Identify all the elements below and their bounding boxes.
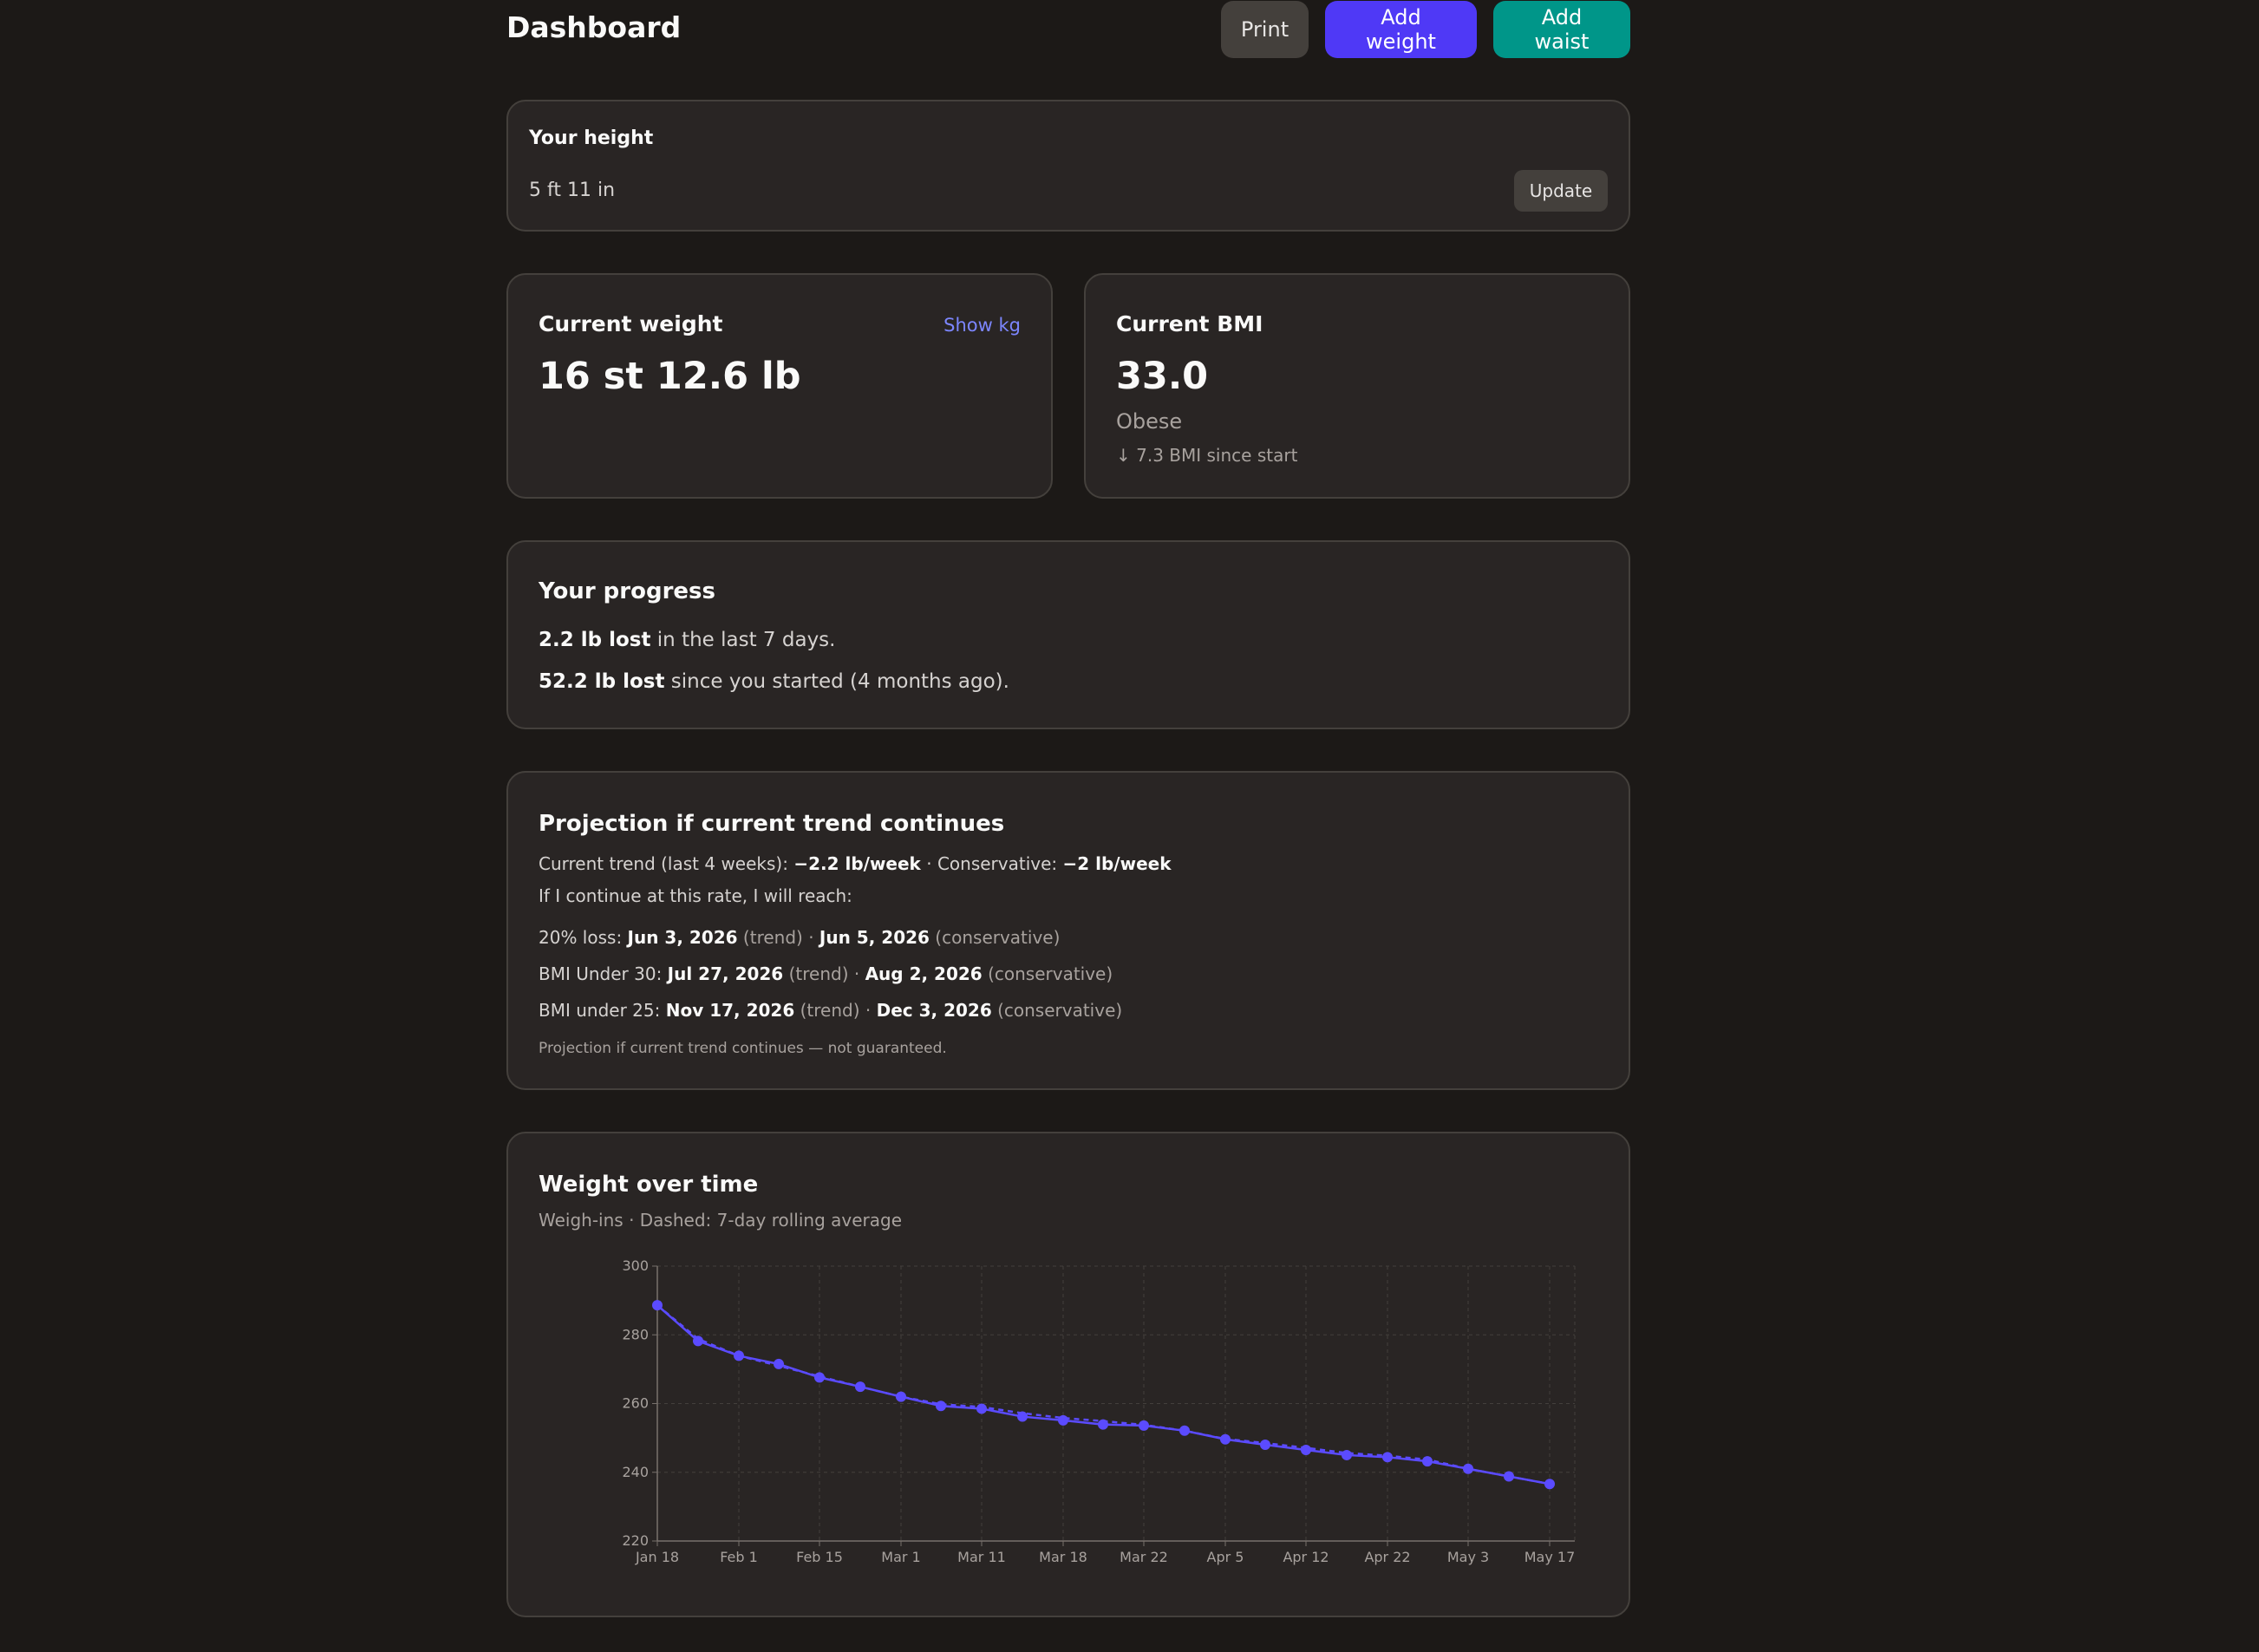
header: Dashboard Print Add weight Add waist — [506, 0, 1630, 59]
bmi-category: Obese — [1116, 409, 1183, 434]
projection-card: Projection if current trend continues Cu… — [506, 771, 1630, 1090]
y-tick-label: 240 — [622, 1464, 649, 1480]
weigh-in-point — [976, 1403, 987, 1414]
projection-title: Projection if current trend continues — [539, 811, 1005, 837]
weigh-in-point — [936, 1401, 946, 1412]
height-card: Your height 5 ft 11 in Update — [506, 100, 1630, 232]
conservative-value: −2 lb/week — [1062, 853, 1172, 874]
weigh-in-point — [896, 1391, 906, 1402]
milestone-conservative-date: Jun 5, 2026 — [819, 927, 930, 948]
progress-card: Your progress 2.2 lb lost in the last 7 … — [506, 540, 1630, 729]
update-height-button[interactable]: Update — [1514, 170, 1608, 212]
progress-week-amount: 2.2 lb lost — [539, 629, 651, 651]
current-weight-value: 16 st 12.6 lb — [539, 355, 801, 398]
conservative-tag: (conservative) — [982, 963, 1113, 984]
milestone-label: 20% loss: — [539, 927, 628, 948]
x-tick-label: May 3 — [1447, 1549, 1489, 1565]
x-tick-label: Feb 1 — [720, 1549, 758, 1565]
y-tick-label: 280 — [622, 1326, 649, 1342]
x-tick-label: Mar 18 — [1039, 1549, 1087, 1565]
milestone-row: BMI under 25: Nov 17, 2026 (trend) · Dec… — [539, 1000, 1122, 1021]
page-title: Dashboard — [506, 10, 682, 44]
milestone-label: BMI under 25: — [539, 1000, 666, 1021]
weigh-in-point — [1260, 1440, 1270, 1451]
current-weight-card: Current weight Show kg 16 st 12.6 lb — [506, 273, 1053, 499]
chart-subtitle: Weigh-ins · Dashed: 7-day rolling averag… — [539, 1210, 903, 1231]
milestone-trend-date: Jul 27, 2026 — [667, 963, 784, 984]
weigh-in-point — [1463, 1463, 1473, 1474]
progress-week-text: in the last 7 days. — [650, 629, 836, 651]
weigh-in-point — [1017, 1411, 1028, 1422]
milestone-row: BMI Under 30: Jul 27, 2026 (trend) · Aug… — [539, 963, 1113, 984]
header-actions: Print Add weight Add waist — [1221, 1, 1630, 58]
weight-chart-card: Weight over time Weigh-ins · Dashed: 7-d… — [506, 1132, 1630, 1617]
print-button[interactable]: Print — [1221, 1, 1309, 58]
progress-total-amount: 52.2 lb lost — [539, 670, 665, 693]
x-tick-label: May 17 — [1524, 1549, 1576, 1565]
trend-tag: (trend) · — [794, 1000, 877, 1021]
milestone-trend-date: Jun 3, 2026 — [627, 927, 738, 948]
progress-total-text: since you started (4 months ago). — [664, 670, 1009, 693]
trend-tag: (trend) · — [737, 927, 819, 948]
chart-title: Weight over time — [539, 1172, 759, 1198]
milestone-label: BMI Under 30: — [539, 963, 668, 984]
height-value: 5 ft 11 in — [529, 180, 616, 201]
weight-chart: 220 240 260 280 300 Jan 18 Feb 1 Feb 15 Mar 1 Mar… — [622, 1257, 1576, 1565]
trend-prefix: Current trend (last 4 weeks): — [539, 853, 794, 874]
y-tick-label: 300 — [622, 1257, 649, 1274]
weigh-in-point — [1301, 1444, 1311, 1455]
weigh-in-point — [693, 1335, 703, 1347]
milestone-trend-date: Nov 17, 2026 — [665, 1000, 795, 1021]
weigh-in-point — [774, 1358, 784, 1369]
x-tick-label: Mar 22 — [1120, 1549, 1168, 1565]
milestone-row: 20% loss: Jun 3, 2026 (trend) · Jun 5, 2… — [539, 927, 1060, 948]
show-kg-toggle[interactable]: Show kg — [943, 315, 1021, 336]
projection-intro: If I continue at this rate, I will reach… — [539, 885, 852, 906]
x-tick-label: Jan 18 — [635, 1549, 679, 1565]
conservative-prefix: · Conservative: — [920, 853, 1063, 874]
x-tick-label: Apr 5 — [1207, 1549, 1244, 1565]
current-weight-title: Current weight — [539, 311, 723, 336]
dashboard-container: Dashboard Print Add weight Add waist You… — [506, 0, 1630, 1617]
weigh-in-point — [1342, 1449, 1352, 1460]
weigh-in-point — [1422, 1456, 1433, 1467]
progress-week-line: 2.2 lb lost in the last 7 days. — [539, 629, 835, 651]
rolling-average-line — [656, 1304, 1551, 1485]
weigh-in-point — [1179, 1425, 1190, 1436]
conservative-tag: (conservative) — [929, 927, 1061, 948]
x-tick-label: Apr 12 — [1283, 1549, 1329, 1565]
trend-value: −2.2 lb/week — [793, 853, 921, 874]
add-waist-button[interactable]: Add waist — [1493, 1, 1630, 58]
height-title: Your height — [529, 127, 654, 149]
current-bmi-value: 33.0 — [1116, 355, 1209, 398]
x-tick-label: Apr 22 — [1364, 1549, 1410, 1565]
progress-title: Your progress — [539, 578, 716, 604]
add-weight-button[interactable]: Add weight — [1325, 1, 1477, 58]
projection-note: Projection if current trend continues — … — [539, 1040, 947, 1057]
weigh-in-point — [814, 1372, 825, 1383]
current-bmi-title: Current BMI — [1116, 311, 1263, 336]
weigh-in-line — [656, 1304, 1551, 1485]
y-tick-label: 220 — [622, 1532, 649, 1549]
projection-trend-line: Current trend (last 4 weeks): −2.2 lb/we… — [539, 853, 1172, 874]
progress-total-line: 52.2 lb lost since you started (4 months… — [539, 670, 1009, 693]
weigh-in-point — [1382, 1452, 1393, 1463]
x-tick-label: Mar 11 — [957, 1549, 1006, 1565]
milestone-conservative-date: Dec 3, 2026 — [876, 1000, 992, 1021]
x-tick-label: Mar 1 — [881, 1549, 920, 1565]
current-bmi-card: Current BMI 33.0 Obese ↓ 7.3 BMI since s… — [1084, 273, 1630, 499]
bmi-change: ↓ 7.3 BMI since start — [1116, 445, 1298, 466]
milestone-conservative-date: Aug 2, 2026 — [865, 963, 983, 984]
weigh-in-point — [1544, 1479, 1555, 1490]
conservative-tag: (conservative) — [991, 1000, 1123, 1021]
x-tick-label: Feb 15 — [796, 1549, 843, 1565]
trend-tag: (trend) · — [783, 963, 865, 984]
y-tick-label: 260 — [622, 1395, 649, 1412]
